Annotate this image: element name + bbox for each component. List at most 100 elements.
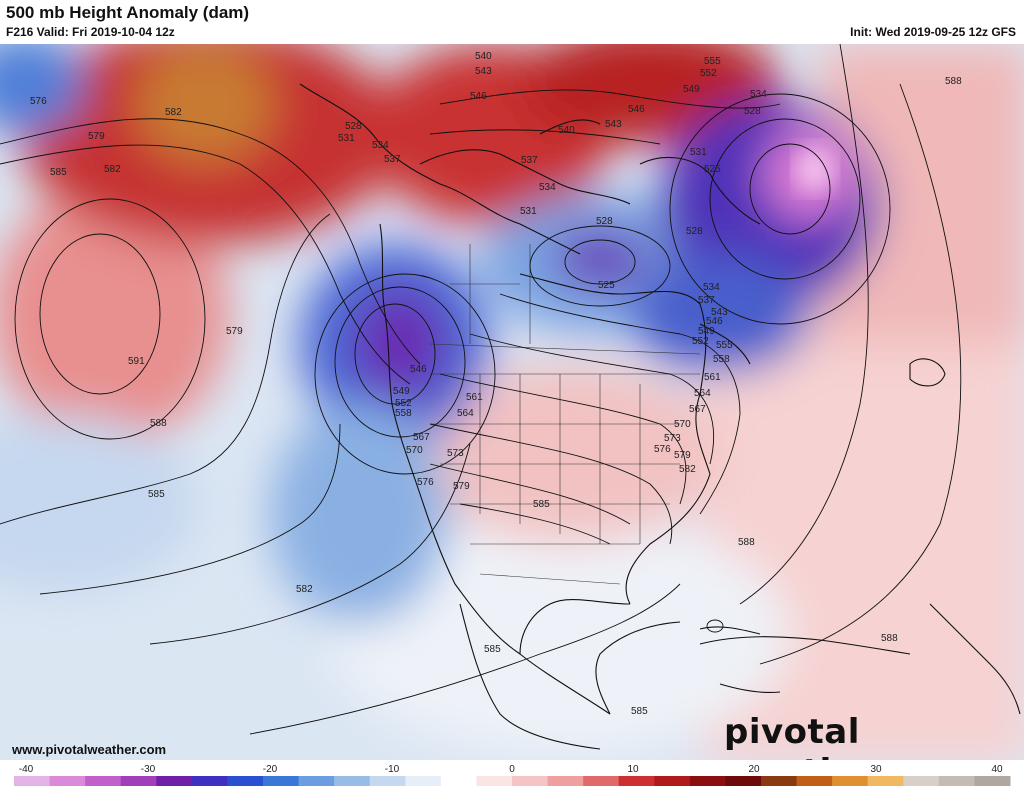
anomaly-map: 576 582 579 585 582 591 588 585 579 528 … (0, 44, 1024, 760)
colorbar-tick: -10 (385, 764, 400, 775)
colorbar-swatch (85, 776, 122, 786)
contour-label: 546 (410, 364, 427, 375)
contour-label: 582 (104, 164, 121, 175)
contour-label: 537 (521, 155, 538, 166)
contour-label: 555 (704, 56, 721, 67)
colorbar-swatch (512, 776, 549, 786)
colorbar-swatch (369, 776, 406, 786)
contour-label: 558 (395, 408, 412, 419)
colorbar-swatch (832, 776, 869, 786)
contour-label: 555 (716, 340, 733, 351)
colorbar-swatch (547, 776, 584, 786)
contour-label: 576 (417, 477, 434, 488)
contour-label: 534 (372, 140, 389, 151)
colorbar: -40 -30 -20 -10 0 10 20 30 40 (0, 760, 1024, 791)
colorbar-tick: 0 (509, 764, 515, 775)
colorbar-swatch (120, 776, 157, 786)
colorbar-tick: -30 (141, 764, 156, 775)
map-canvas: 576 582 579 585 582 591 588 585 579 528 … (0, 44, 1024, 760)
contour-label: 534 (539, 182, 556, 193)
contour-label: 552 (395, 398, 412, 409)
colorbar-tick: -20 (263, 764, 278, 775)
website-url: www.pivotalweather.com (12, 742, 167, 757)
contour-label: 585 (631, 706, 648, 717)
contour-label: 531 (520, 206, 537, 217)
contour-label: 534 (703, 282, 720, 293)
colorbar-swatch (725, 776, 762, 786)
colorbar-tick: 10 (627, 764, 639, 775)
colorbar-tick: -40 (19, 764, 34, 775)
contour-label: 567 (413, 432, 430, 443)
contour-label: 543 (711, 307, 728, 318)
contour-label: 540 (558, 125, 575, 136)
anomaly-shading (0, 44, 1024, 760)
valid-time: F216 Valid: Fri 2019-10-04 12z (6, 25, 175, 39)
colorbar-swatches (14, 776, 1011, 786)
contour-label: 525 (598, 280, 615, 291)
colorbar-swatch (227, 776, 264, 786)
contour-label: 573 (664, 433, 681, 444)
contour-label: 546 (628, 104, 645, 115)
colorbar-swatch (334, 776, 371, 786)
contour-label: 588 (945, 76, 962, 87)
contour-label: 579 (674, 450, 691, 461)
colorbar-swatch (974, 776, 1011, 786)
colorbar-swatch (903, 776, 940, 786)
colorbar-tick: 20 (748, 764, 760, 775)
colorbar-swatch (263, 776, 300, 786)
contour-label: 549 (698, 326, 715, 337)
colorbar-swatch (654, 776, 691, 786)
colorbar-tick: 40 (991, 764, 1003, 775)
contour-label: 588 (881, 633, 898, 644)
contour-label: 534 (750, 89, 767, 100)
colorbar-swatch (867, 776, 904, 786)
contour-label: 531 (338, 133, 355, 144)
contour-label: 576 (30, 96, 47, 107)
colorbar-swatch (476, 776, 513, 786)
contour-label: 576 (654, 444, 671, 455)
contour-label: 546 (706, 316, 723, 327)
contour-label-group: 576 582 579 585 582 591 588 585 579 528 … (30, 51, 962, 717)
contour-label: 543 (475, 66, 492, 77)
colorbar-swatch (938, 776, 975, 786)
colorbar-swatch (49, 776, 86, 786)
height-contours (0, 44, 962, 735)
contour-label: 585 (533, 499, 550, 510)
contour-label: 564 (694, 388, 711, 399)
contour-label: 582 (165, 107, 182, 118)
contour-label: 537 (384, 154, 401, 165)
contour-label: 531 (690, 147, 707, 158)
contour-label: 552 (700, 68, 717, 79)
contour-label: 570 (674, 419, 691, 430)
contour-label: 525 (704, 164, 721, 175)
contour-label: 585 (50, 167, 67, 178)
contour-label: 546 (470, 91, 487, 102)
colorbar-canvas: -40 -30 -20 -10 0 10 20 30 40 (14, 764, 1011, 786)
colorbar-swatch (583, 776, 620, 786)
colorbar-swatch (405, 776, 442, 786)
contour-label: 573 (447, 448, 464, 459)
contour-label: 582 (296, 584, 313, 595)
colorbar-swatch (191, 776, 228, 786)
contour-label: 585 (148, 489, 165, 500)
colorbar-ticks: -40 -30 -20 -10 0 10 20 30 40 (19, 764, 1003, 775)
contour-label: 528 (686, 226, 703, 237)
contour-label: 528 (744, 106, 761, 117)
contour-label: 537 (698, 295, 715, 306)
contour-label: 561 (704, 372, 721, 383)
contour-label: 567 (689, 404, 706, 415)
contour-label: 528 (596, 216, 613, 227)
contour-label: 570 (406, 445, 423, 456)
init-time: Init: Wed 2019-09-25 12z GFS (850, 25, 1016, 39)
colorbar-swatch (689, 776, 726, 786)
contour-label: 552 (692, 336, 709, 347)
contour-label: 561 (466, 392, 483, 403)
contour-label: 564 (457, 408, 474, 419)
contour-label: 585 (484, 644, 501, 655)
colorbar-swatch (761, 776, 798, 786)
colorbar-swatch (298, 776, 335, 786)
political-borders (429, 244, 701, 585)
contour-label: 588 (150, 418, 167, 429)
contour-label: 579 (88, 131, 105, 142)
contour-label: 528 (345, 121, 362, 132)
